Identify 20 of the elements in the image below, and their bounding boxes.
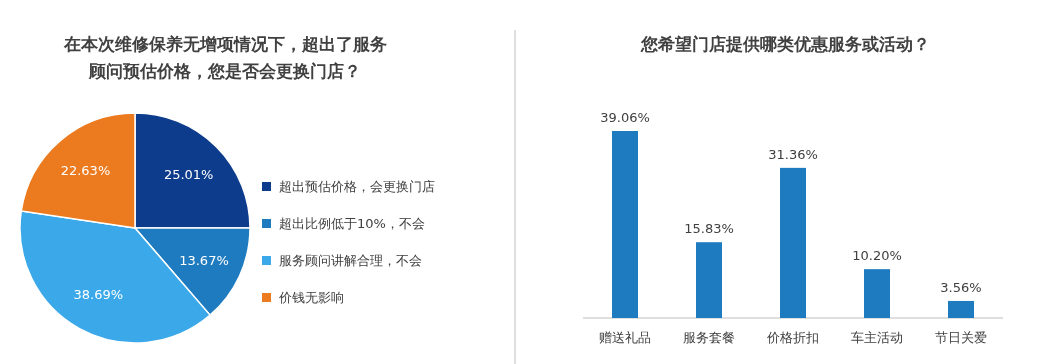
legend-label: 价钱无影响 — [279, 290, 344, 305]
category-label: 服务套餐 — [683, 330, 735, 345]
data-label: 38.69% — [73, 287, 124, 303]
legend-label: 服务顾问讲解合理，不会 — [279, 253, 422, 268]
category-label: 车主活动 — [851, 330, 903, 345]
data-label: 39.06% — [600, 110, 650, 125]
data-label: 31.36% — [768, 146, 818, 162]
category-label: 赠送礼品 — [599, 330, 651, 345]
category-label: 节日关爱 — [935, 330, 987, 345]
title: 您希望门店提供哪类优惠服务或活动？ — [640, 34, 930, 54]
data-label: 13.67% — [179, 252, 229, 268]
data-label: 25.01% — [163, 167, 214, 183]
category-label: 价格折扣 — [767, 330, 819, 345]
legend-label: 超出比例低于10%，不会 — [279, 216, 425, 231]
legend-label: 超出预估价格，会更换门店 — [279, 179, 435, 194]
data-label: 15.83% — [684, 221, 734, 237]
data-label: 3.56% — [940, 279, 982, 295]
data-label: 10.20% — [852, 248, 902, 264]
title: 在本次维修保养无增项情况下，超出了服务顾问预估价格，您是否会更换门店？ — [63, 34, 387, 81]
data-label: 22.63% — [60, 163, 111, 179]
